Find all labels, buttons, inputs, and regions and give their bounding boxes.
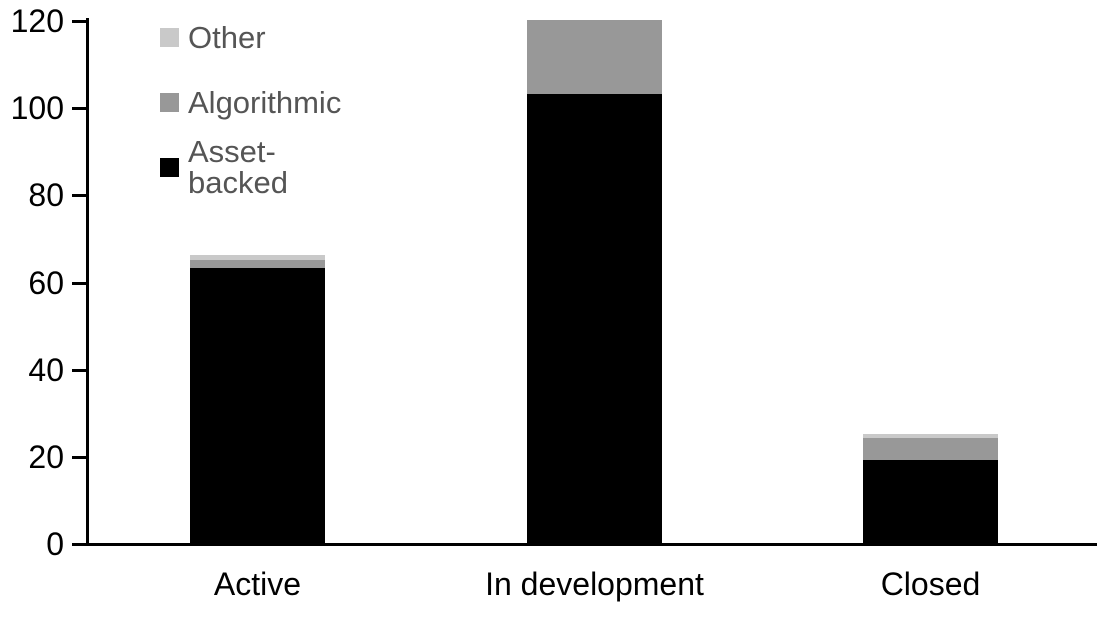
bar-segment-asset-backed — [863, 460, 998, 543]
legend-item-asset-backed: Asset-backed — [160, 136, 288, 198]
bar-segment-other — [863, 434, 998, 439]
y-axis-tick — [72, 369, 89, 372]
y-axis-tick — [72, 20, 89, 23]
bar-segment-algorithmic — [190, 259, 325, 269]
legend-swatch-asset-backed — [160, 157, 179, 177]
y-axis-tick — [72, 282, 89, 285]
y-axis-tick-label: 100 — [10, 90, 64, 126]
legend-item-label: Algorithmic — [188, 84, 342, 120]
y-axis-tick-label: 20 — [28, 439, 64, 475]
y-axis-tick-label: 40 — [28, 352, 64, 388]
x-axis-category-label-closed: Closed — [880, 566, 981, 602]
y-axis-tick-label: 120 — [10, 3, 64, 39]
x-axis-line — [86, 543, 1097, 546]
legend-item-label: Other — [188, 19, 266, 55]
y-axis-tick-label: 0 — [46, 526, 64, 562]
y-axis-tick — [72, 543, 89, 546]
y-axis-tick — [72, 194, 89, 197]
legend-swatch-other — [160, 27, 179, 47]
legend-item-algorithmic: Algorithmic — [160, 86, 341, 118]
y-axis-tick — [72, 456, 89, 459]
legend-item-label: Asset-backed — [188, 134, 288, 200]
bar-segment-other — [190, 255, 325, 260]
x-axis-category-label-in-development: In development — [485, 566, 704, 602]
y-axis-tick-label: 80 — [28, 177, 64, 213]
x-axis-category-label-active: Active — [213, 566, 302, 602]
y-axis-tick-label: 60 — [28, 265, 64, 301]
legend-item-other: Other — [160, 21, 266, 53]
bar-segment-asset-backed — [527, 94, 662, 543]
bar-segment-asset-backed — [190, 268, 325, 543]
bar-segment-algorithmic — [863, 438, 998, 461]
y-axis-tick — [72, 107, 89, 110]
bar-segment-algorithmic — [527, 20, 662, 95]
legend-swatch-algorithmic — [160, 92, 179, 112]
